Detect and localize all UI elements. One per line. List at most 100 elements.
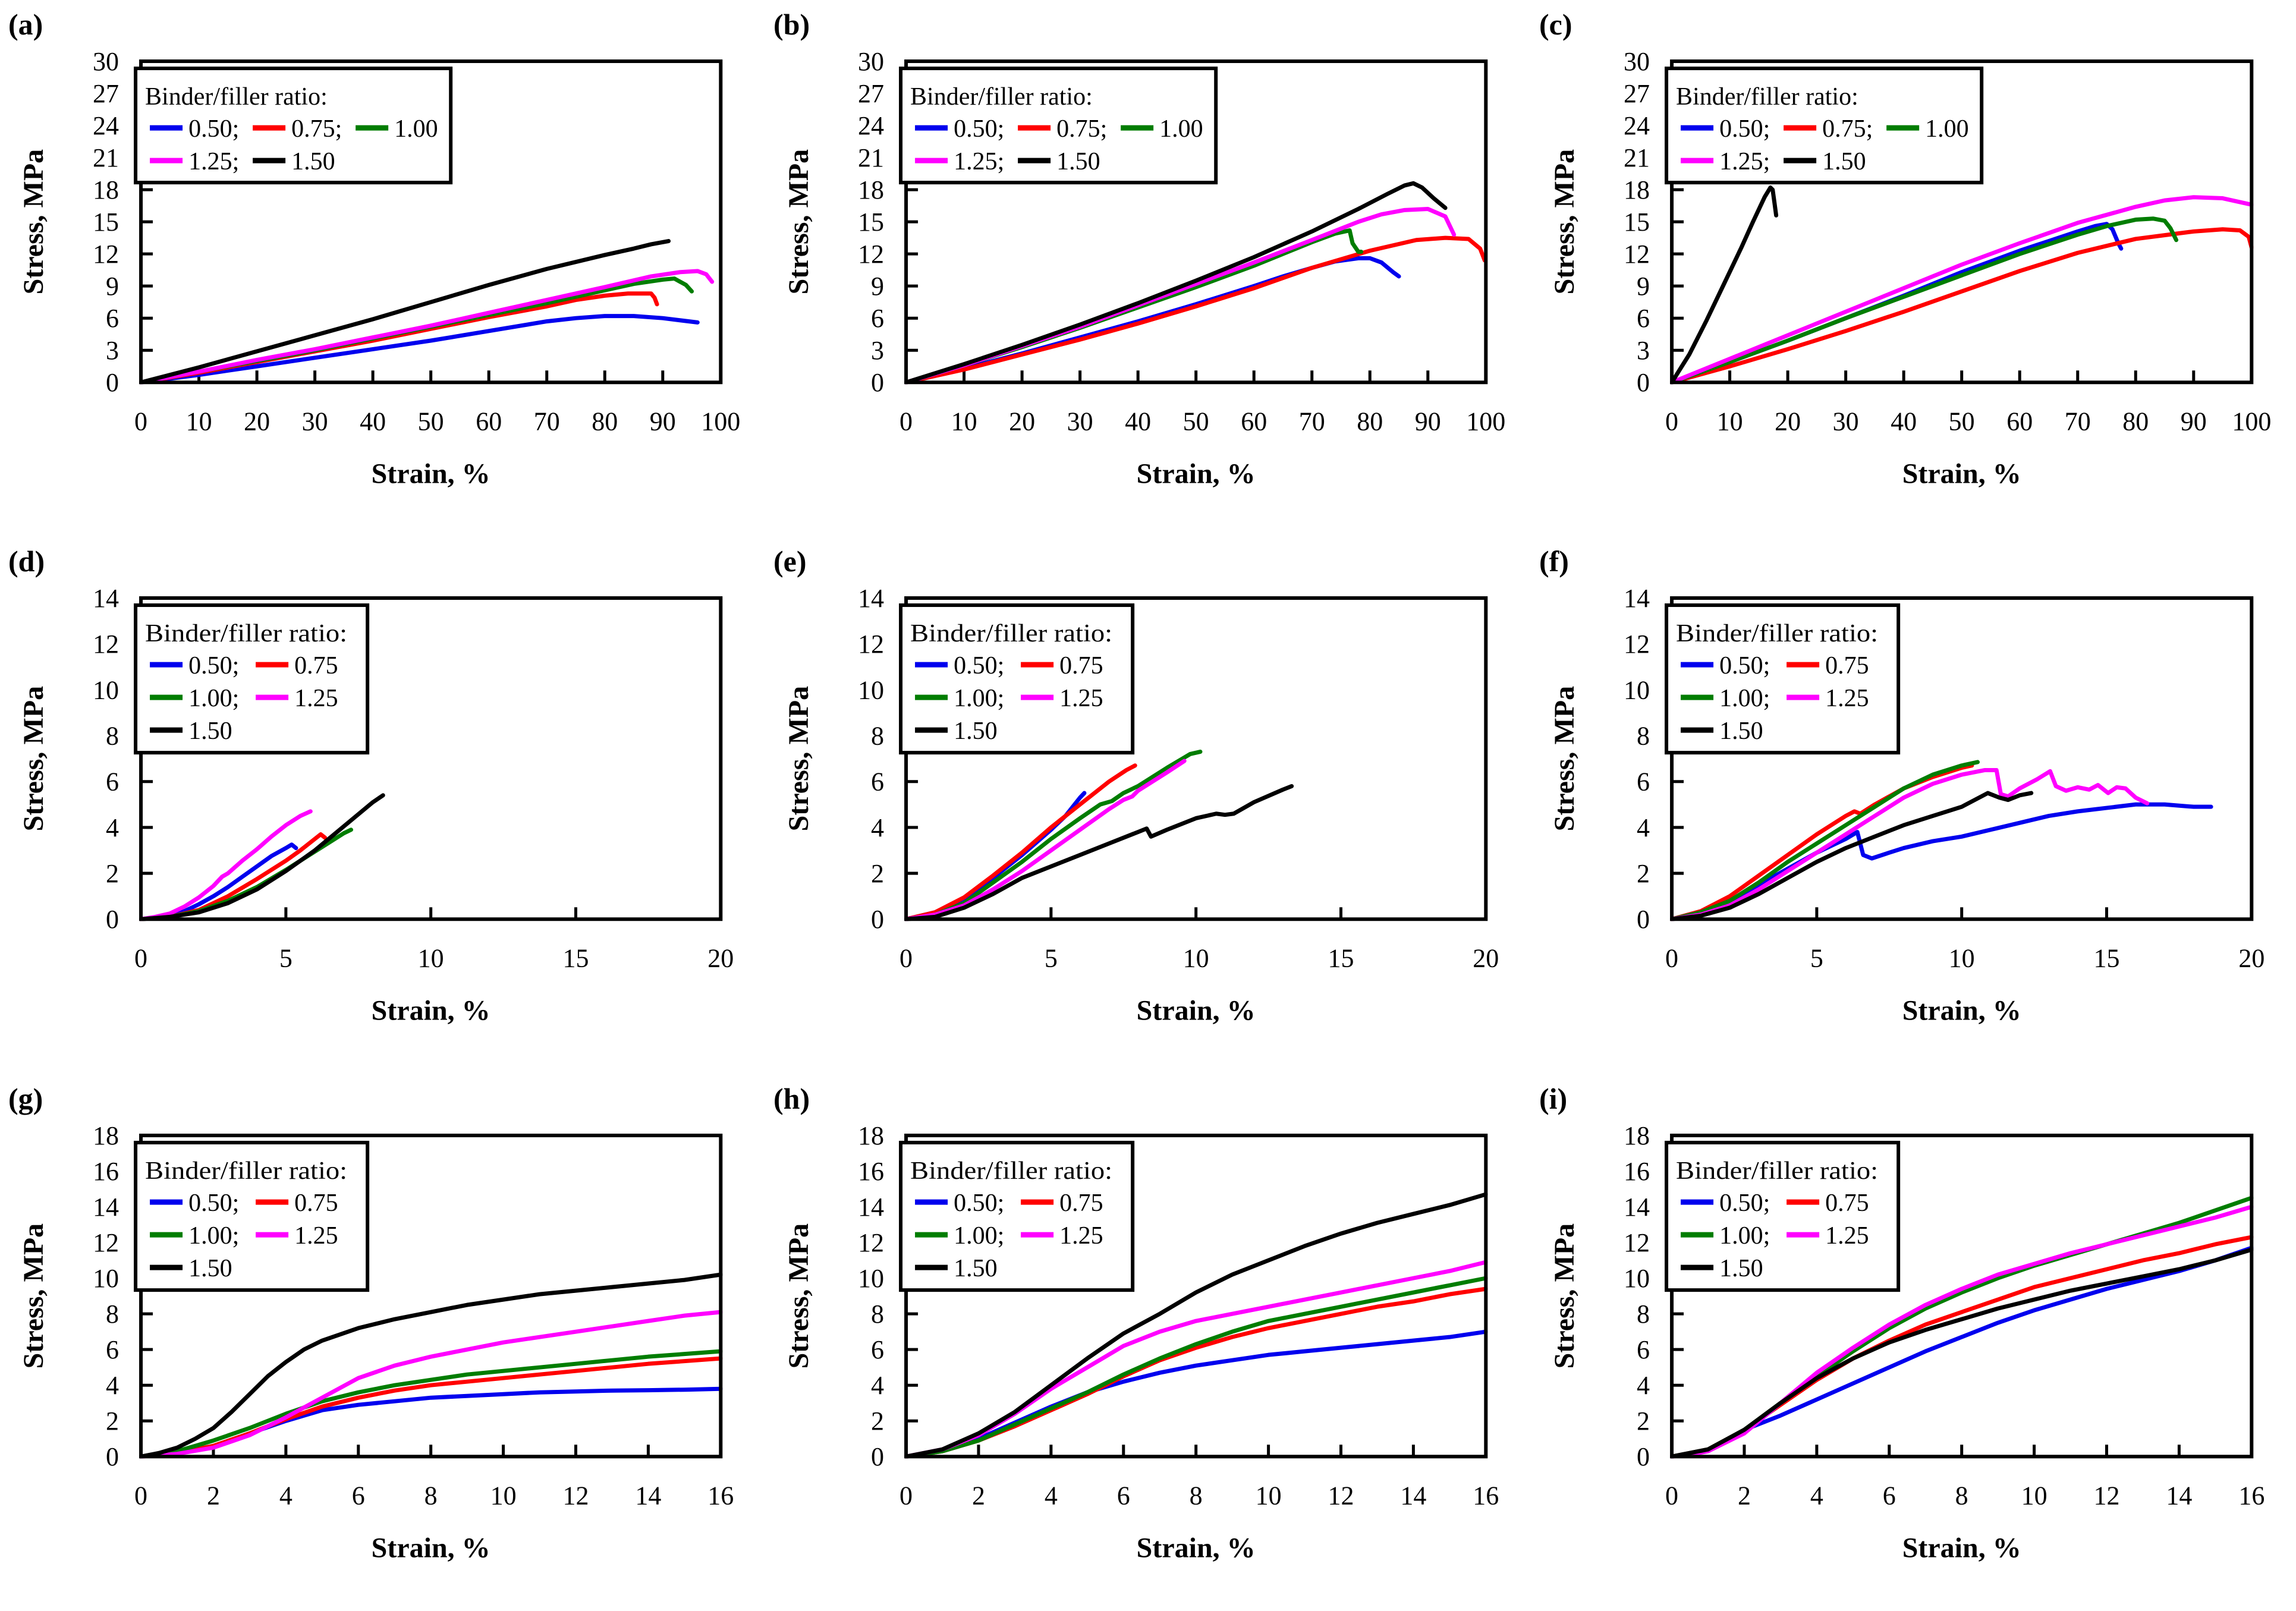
legend-label: 1.25 xyxy=(1825,1222,1869,1250)
x-tick-label: 8 xyxy=(424,1481,438,1510)
curve-ratio-1.00 xyxy=(904,750,1203,921)
x-tick-label: 16 xyxy=(2238,1481,2264,1510)
x-tick-label: 20 xyxy=(244,407,270,436)
x-axis-title: Strain, % xyxy=(1137,995,1256,1027)
legend-label: 0.75 xyxy=(294,652,338,679)
y-tick-label: 3 xyxy=(106,336,119,365)
series-group xyxy=(904,750,1294,921)
curve-ratio-1.50 xyxy=(1669,1247,2253,1458)
x-tick-label: 0 xyxy=(899,407,913,436)
chart-g: 0 2 4 6 8 10 12 14 16 0 2 4 6 8 10 12 14 16 18 Strain, % Str… xyxy=(8,1082,734,1563)
plot-frame xyxy=(139,596,723,921)
y-axis-title: Stress, MPa xyxy=(783,149,814,294)
legend-label: 0.50; xyxy=(954,652,1004,679)
y-tick-label: 4 xyxy=(1637,1371,1650,1400)
curve-ratio-0.75 xyxy=(904,763,1138,921)
legend-title: Binder/filler ratio: xyxy=(1676,1157,1878,1185)
x-tick-label: 10 xyxy=(951,407,977,436)
legend-label: 1.00; xyxy=(188,685,239,712)
curve-ratio-1.50 xyxy=(1669,791,2033,921)
legend-box xyxy=(1664,603,1900,755)
legend-label: 0.50; xyxy=(954,115,1004,143)
x-tick-label: 40 xyxy=(360,407,386,436)
x-tick-label: 10 xyxy=(1256,1481,1282,1510)
panel-e: 0 5 10 15 20 0 2 4 6 8 10 12 14 Strain, % Stress, MPa (… xyxy=(765,537,1530,1074)
x-tick-label: 80 xyxy=(1357,407,1383,436)
curve-ratio-1.50 xyxy=(139,239,671,385)
y-tick-label: 8 xyxy=(106,1300,119,1329)
x-tick-label: 40 xyxy=(1125,407,1151,436)
legend-label: 0.75 xyxy=(1059,1190,1103,1217)
series-group xyxy=(139,239,715,385)
x-tick-label: 100 xyxy=(701,407,740,436)
y-tick-label: 8 xyxy=(1637,1300,1650,1329)
y-tick-label: 0 xyxy=(106,368,119,397)
x-tick-label: 20 xyxy=(1775,407,1801,436)
x-tick-label: 16 xyxy=(707,1481,734,1510)
legend-label: 0.50; xyxy=(188,1190,239,1217)
x-tick-label: 16 xyxy=(1473,1481,1499,1510)
legend-box xyxy=(899,67,1218,185)
y-tick-label: 14 xyxy=(1624,584,1650,613)
y-tick-label: 18 xyxy=(93,175,119,204)
curve-ratio-1.00 xyxy=(1669,216,2178,385)
x-tick-label: 0 xyxy=(134,944,147,973)
plot-frame xyxy=(139,1133,723,1458)
panel-b: 0 10 20 30 40 50 60 70 80 90 100 0 3 6 9 12 15 18 21 24 27 30… xyxy=(765,0,1530,537)
x-tick-label: 10 xyxy=(1948,944,1974,973)
legend-label: 1.00 xyxy=(1159,115,1203,143)
legend-title: Binder/filler ratio: xyxy=(145,1157,347,1185)
legend-label: 1.50 xyxy=(188,1255,232,1282)
y-tick-label: 8 xyxy=(871,722,884,751)
panel-g: 0 2 4 6 8 10 12 14 16 0 2 4 6 8 10 12 14 16 18 Strain, % Str… xyxy=(0,1074,765,1611)
panel-a: 0 10 20 30 40 50 60 70 80 90 100 0 3 6 9 12 15 18 21 24 27 30… xyxy=(0,0,765,537)
curve-ratio-1.50 xyxy=(1669,185,1778,385)
curve-ratio-1.25 xyxy=(1669,768,2149,921)
panel-c: 0 10 20 30 40 50 60 70 80 90 100 0 3 6 9 12 15 18 21 24 27 30… xyxy=(1531,0,2296,537)
y-tick-label: 6 xyxy=(106,1335,119,1364)
plot-frame xyxy=(904,59,1488,385)
y-tick-label: 4 xyxy=(106,813,119,842)
y-axis-title: Stress, MPa xyxy=(18,149,49,294)
x-tick-label: 4 xyxy=(1810,1481,1823,1510)
y-tick-label: 15 xyxy=(93,207,119,237)
y-tick-label: 27 xyxy=(858,79,884,108)
legend-label: 1.50 xyxy=(954,718,997,745)
y-tick-label: 8 xyxy=(1637,722,1650,751)
y-axis-title: Stress, MPa xyxy=(18,1223,49,1368)
x-tick-label: 40 xyxy=(1891,407,1917,436)
curve-ratio-0.75 xyxy=(1669,227,2253,385)
legend-label: 1.50 xyxy=(291,148,335,175)
curve-ratio-0.50 xyxy=(904,791,1087,921)
y-tick-label: 9 xyxy=(106,272,119,301)
x-tick-label: 4 xyxy=(1045,1481,1058,1510)
y-tick-label: 10 xyxy=(1624,1264,1650,1293)
curve-ratio-0.75 xyxy=(904,235,1487,385)
y-tick-label: 12 xyxy=(1624,240,1650,269)
legend-title: Binder/filler ratio: xyxy=(910,1157,1112,1185)
legend-box xyxy=(1664,67,1983,185)
series-group xyxy=(904,181,1487,385)
y-tick-label: 2 xyxy=(871,1407,884,1436)
y-tick-label: 8 xyxy=(106,722,119,751)
y-tick-label: 16 xyxy=(1624,1157,1650,1186)
x-tick-label: 90 xyxy=(650,407,676,436)
y-tick-label: 6 xyxy=(106,304,119,333)
x-tick-label: 14 xyxy=(2166,1481,2192,1510)
x-tick-label: 6 xyxy=(1117,1481,1130,1510)
legend-label: 1.25 xyxy=(1825,685,1869,712)
y-tick-label: 18 xyxy=(1624,175,1650,204)
y-tick-label: 4 xyxy=(871,1371,884,1400)
x-tick-label: 30 xyxy=(302,407,328,436)
x-axis-title: Strain, % xyxy=(1137,1532,1256,1563)
chart-b: 0 10 20 30 40 50 60 70 80 90 100 0 3 6 9 12 15 18 21 24 27 30… xyxy=(773,8,1505,489)
curve-ratio-1.25 xyxy=(1669,1204,2253,1458)
curve-ratio-1.50 xyxy=(904,1192,1488,1458)
legend-label: 0.75; xyxy=(1822,115,1873,143)
y-tick-label: 12 xyxy=(858,1228,884,1257)
panel-letter: (b) xyxy=(773,8,810,41)
x-tick-label: 5 xyxy=(279,944,292,973)
x-tick-label: 20 xyxy=(707,944,734,973)
legend-label: 1.00; xyxy=(954,1222,1004,1250)
